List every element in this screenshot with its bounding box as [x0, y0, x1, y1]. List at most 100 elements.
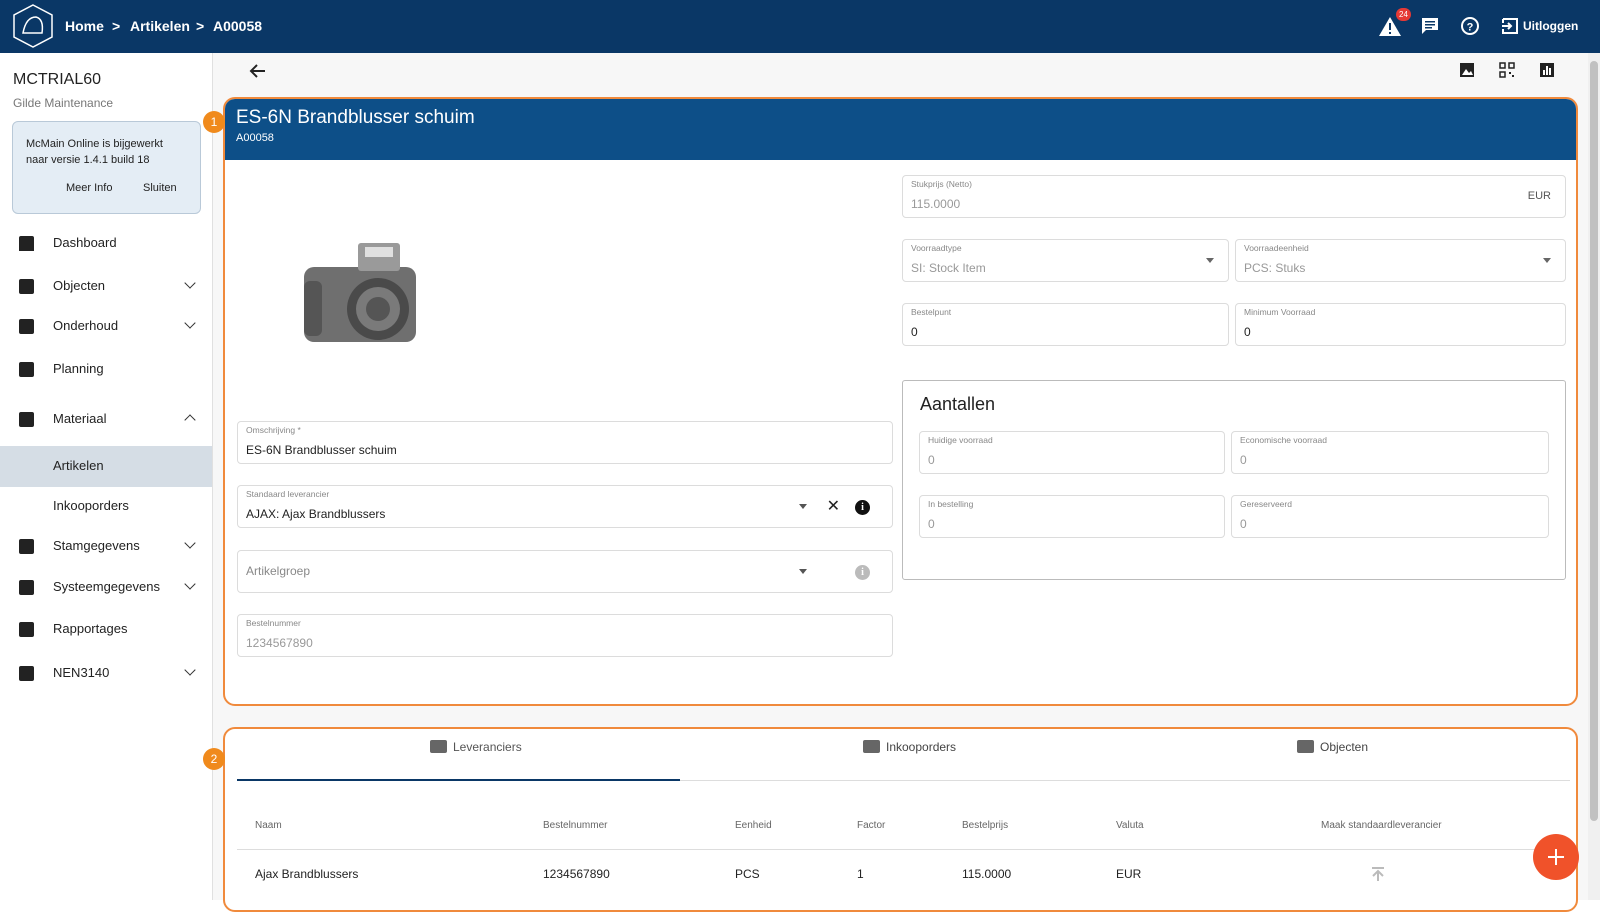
article-card: ES-6N Brandblusser schuim A00058 Aantall…: [223, 97, 1578, 706]
table-cell: 1234567890: [543, 867, 610, 881]
svg-text:?: ?: [1467, 22, 1474, 34]
form-field[interactable]: Omschrijving * ES-6N Brandblusser schuim: [237, 421, 893, 464]
field-label: Bestelnummer: [246, 618, 301, 628]
scrollbar: [1588, 53, 1600, 900]
quantities-panel: Aantallen Huidige voorraad 0 Economische v…: [902, 380, 1566, 580]
logo[interactable]: [12, 3, 54, 49]
form-field[interactable]: Minimum Voorraad 0: [1235, 303, 1566, 346]
column-header: Eenheid: [735, 820, 772, 831]
org-sub: Gilde Maintenance: [13, 96, 114, 110]
table-cell: 115.0000: [962, 867, 1012, 881]
step-marker: 1: [203, 111, 225, 133]
info-icon[interactable]: i: [855, 500, 870, 515]
dropdown-arrow[interactable]: [1543, 258, 1551, 263]
menu-icon: [19, 319, 34, 334]
field-value: 1234567890: [246, 636, 313, 650]
form-field[interactable]: Standaard leverancier AJAX: Ajax Brandblu…: [237, 485, 893, 528]
alert-icon[interactable]: [1378, 15, 1402, 37]
menu-icon: [19, 622, 34, 637]
form-field[interactable]: Bestelpunt 0: [902, 303, 1229, 346]
dropdown-arrow[interactable]: [1206, 258, 1214, 263]
panel-title: Aantallen: [920, 394, 996, 414]
field-label: Omschrijving *: [246, 425, 301, 435]
menu-item[interactable]: Dashboard: [53, 235, 117, 250]
menu-item[interactable]: Rapportages: [53, 621, 128, 636]
tab[interactable]: Leveranciers: [453, 740, 522, 754]
tab-divider: [237, 780, 1570, 781]
separator: >: [196, 18, 205, 34]
menu-icon: [19, 279, 34, 294]
form-field: Voorraadtype SI: Stock Item: [902, 239, 1229, 282]
card-code: A00058: [236, 132, 274, 144]
field-value: PCS: Stuks: [1244, 261, 1306, 275]
chevron[interactable]: [184, 414, 196, 426]
help-icon[interactable]: ?: [1460, 16, 1480, 36]
menu-item[interactable]: Planning: [53, 361, 104, 376]
form-field: Stukprijs (Netto) 115.0000 EUR: [902, 175, 1566, 218]
alert-badge: 24: [1396, 8, 1411, 21]
column-header: Bestelnummer: [543, 820, 608, 831]
menu-item[interactable]: Stamgegevens: [53, 538, 140, 553]
qr-icon[interactable]: [1499, 62, 1515, 78]
breadcrumb: A00058: [213, 18, 263, 34]
menu-icon: [19, 580, 34, 595]
tab[interactable]: Objecten: [1320, 740, 1369, 754]
notice-button[interactable]: Sluiten: [143, 182, 177, 194]
field-value: 0: [928, 453, 935, 467]
separator: >: [112, 18, 121, 34]
form-field: Economische voorraad 0: [1231, 431, 1549, 474]
chevron[interactable]: [184, 664, 196, 676]
tab-icon[interactable]: [430, 740, 447, 753]
dropdown-arrow[interactable]: [799, 504, 807, 509]
clear-button[interactable]: ✕: [826, 498, 840, 515]
form-field: Voorraadeenheid PCS: Stuks: [1235, 239, 1566, 282]
breadcrumb[interactable]: Home: [65, 18, 104, 34]
menu-icon: [19, 362, 34, 377]
scroll-thumb[interactable]: [1590, 61, 1598, 821]
logout[interactable]: Uitloggen: [1523, 19, 1579, 33]
back-button[interactable]: [249, 62, 267, 80]
field-value: SI: Stock Item: [911, 261, 986, 275]
menu-item[interactable]: NEN3140: [53, 665, 110, 680]
active-item-bg: [0, 446, 212, 487]
tab-icon[interactable]: [863, 740, 880, 753]
field-label: Voorraadtype: [911, 243, 962, 253]
messages-icon[interactable]: [1420, 16, 1440, 36]
chevron[interactable]: [184, 578, 196, 590]
notice-button[interactable]: Meer Info: [66, 182, 113, 194]
sidebar: MCTRIAL60 Gilde Maintenance McMain Onlin…: [0, 53, 213, 900]
table-cell: 1: [857, 867, 864, 881]
info-icon[interactable]: i: [855, 565, 870, 580]
add-button[interactable]: [1533, 834, 1579, 880]
top-bar: Home > Artikelen > A00058 24 ? Uitloggen: [0, 0, 1600, 53]
field-value: 0: [928, 517, 935, 531]
column-header: Factor: [857, 820, 886, 831]
row-divider: [237, 849, 1570, 850]
logout-icon[interactable]: [1501, 17, 1519, 35]
menu-item[interactable]: Systeemgegevens: [53, 579, 160, 594]
menu-icon: [19, 666, 34, 681]
menu-item[interactable]: Materiaal: [53, 411, 107, 426]
image-icon[interactable]: [1459, 62, 1475, 78]
field-label: Minimum Voorraad: [1244, 307, 1316, 317]
menu-item[interactable]: Artikelen: [53, 458, 104, 473]
field-label: Bestelpunt: [911, 307, 952, 317]
breadcrumb[interactable]: Artikelen: [130, 18, 190, 34]
chevron[interactable]: [184, 317, 196, 329]
field-label: Gereserveerd: [1240, 499, 1292, 509]
tab[interactable]: Inkooporders: [886, 740, 957, 754]
menu-item[interactable]: Objecten: [53, 278, 106, 293]
form-field: In bestelling 0: [919, 495, 1225, 538]
make-default-icon[interactable]: [1371, 866, 1385, 882]
chevron[interactable]: [184, 277, 196, 289]
dropdown-arrow[interactable]: [799, 569, 807, 574]
menu-item[interactable]: Inkooporders: [53, 498, 129, 513]
form-field[interactable]: Artikelgroep i: [237, 550, 893, 593]
tab-icon[interactable]: [1297, 740, 1314, 753]
field-value: 115.0000: [911, 197, 961, 211]
chart-icon[interactable]: [1539, 62, 1555, 78]
menu-icon: [19, 412, 34, 427]
chevron[interactable]: [184, 537, 196, 549]
menu-item[interactable]: Onderhoud: [53, 318, 119, 333]
field-label: In bestelling: [928, 499, 974, 509]
